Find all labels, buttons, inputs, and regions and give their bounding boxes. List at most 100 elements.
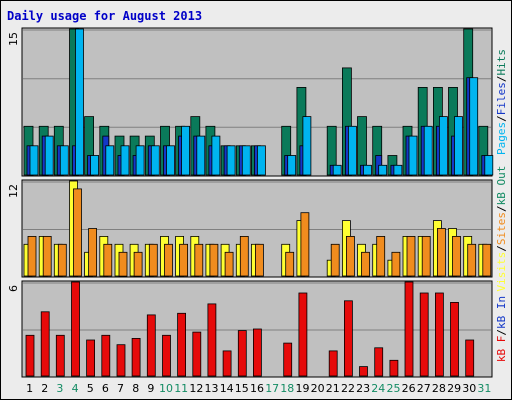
bar-sites-day-23 xyxy=(361,251,370,277)
x-tick-day-3: 3 xyxy=(56,382,63,395)
bar-sites-day-15 xyxy=(239,235,249,277)
bar-pages-day-7 xyxy=(120,145,130,176)
y-max-label: 6 xyxy=(7,285,20,292)
bar-pages-day-30 xyxy=(469,77,479,176)
bar-pages-day-14 xyxy=(226,145,236,176)
legend-entry: / xyxy=(495,329,508,336)
legend-entry: Sites xyxy=(495,212,508,245)
bar-pages-day-29 xyxy=(454,116,463,176)
x-tick-day-23: 23 xyxy=(356,382,370,395)
bar-pages-day-25 xyxy=(393,164,403,176)
x-tick-day-13: 13 xyxy=(205,382,219,395)
bar-pages-day-8 xyxy=(135,145,145,176)
bar-kb-day-5 xyxy=(86,339,95,377)
bar-pages-day-26 xyxy=(408,135,418,176)
bar-sites-day-14 xyxy=(224,251,234,277)
bar-sites-day-1 xyxy=(27,235,37,277)
bar-sites-day-31 xyxy=(482,243,492,277)
bar-kb-day-19 xyxy=(298,292,308,377)
bar-kb-day-29 xyxy=(450,301,459,377)
bar-pages-day-11 xyxy=(181,125,191,176)
legend-entry: Visits xyxy=(495,252,508,292)
x-tick-day-18: 18 xyxy=(280,382,294,395)
bar-kb-day-18 xyxy=(283,342,293,377)
legend-bottom: kB F/kB In xyxy=(495,296,508,362)
x-tick-day-29: 29 xyxy=(447,382,461,395)
bar-pages-day-27 xyxy=(423,125,433,176)
bar-kb-day-8 xyxy=(131,337,141,377)
x-tick-day-6: 6 xyxy=(102,382,109,395)
bar-kb-day-14 xyxy=(222,350,232,377)
legend-entry: Files xyxy=(495,82,508,115)
x-tick-day-20: 20 xyxy=(311,382,325,395)
bar-kb-day-13 xyxy=(207,303,217,377)
bar-sites-day-6 xyxy=(103,243,113,277)
x-tick-day-10: 10 xyxy=(159,382,173,395)
x-tick-day-28: 28 xyxy=(432,382,446,395)
bar-pages-day-16 xyxy=(256,145,266,176)
y-max-label: 12 xyxy=(7,184,20,198)
legend-entry: Hits xyxy=(495,49,508,76)
bar-pages-day-28 xyxy=(438,116,448,176)
bar-kb-day-22 xyxy=(343,300,353,377)
bar-pages-day-4 xyxy=(75,28,84,176)
bar-sites-day-4 xyxy=(73,188,82,277)
bar-sites-day-13 xyxy=(209,243,219,277)
bar-kb-day-15 xyxy=(237,330,247,377)
bar-kb-day-25 xyxy=(389,359,399,377)
bar-kb-day-23 xyxy=(359,366,368,377)
x-tick-day-19: 19 xyxy=(296,382,310,395)
bar-pages-day-31 xyxy=(484,155,494,176)
bar-pages-day-5 xyxy=(90,155,99,176)
bar-kb-day-6 xyxy=(101,334,111,377)
bar-kb-day-12 xyxy=(192,331,202,377)
x-tick-day-17: 17 xyxy=(265,382,279,395)
bar-pages-day-23 xyxy=(363,164,372,176)
bar-pages-day-10 xyxy=(166,145,175,176)
bar-sites-day-22 xyxy=(345,235,355,277)
x-tick-day-22: 22 xyxy=(341,382,355,395)
bar-sites-day-10 xyxy=(164,243,173,277)
bar-sites-day-3 xyxy=(57,243,67,277)
bar-pages-day-22 xyxy=(347,125,357,176)
bar-sites-day-9 xyxy=(148,243,158,277)
bar-pages-day-15 xyxy=(241,145,251,176)
legend-entry: / xyxy=(495,76,508,83)
bar-kb-day-21 xyxy=(328,350,338,377)
bar-kb-day-28 xyxy=(434,292,444,377)
bar-kb-day-27 xyxy=(419,292,429,377)
x-tick-day-12: 12 xyxy=(189,382,203,395)
bar-pages-day-1 xyxy=(29,145,39,176)
bar-pages-day-12 xyxy=(196,135,206,176)
x-tick-day-25: 25 xyxy=(387,382,401,395)
bar-pages-day-24 xyxy=(378,164,388,176)
bar-sites-day-27 xyxy=(421,235,431,277)
legend-entry: kB In xyxy=(495,296,508,329)
x-tick-day-7: 7 xyxy=(117,382,124,395)
bar-pages-day-19 xyxy=(302,116,312,176)
x-tick-day-26: 26 xyxy=(402,382,416,395)
bar-sites-day-7 xyxy=(118,251,128,277)
legend-middle: Visits/Sites/kB Out xyxy=(495,166,508,292)
bar-kb-day-4 xyxy=(71,281,80,377)
bar-kb-day-26 xyxy=(404,281,414,377)
bar-sites-day-2 xyxy=(42,235,52,277)
x-tick-day-30: 30 xyxy=(462,382,476,395)
legend-entry: kB Out xyxy=(495,166,508,206)
x-tick-day-1: 1 xyxy=(26,382,33,395)
bar-sites-day-16 xyxy=(254,243,264,277)
bar-kb-day-9 xyxy=(146,314,156,377)
bar-sites-day-5 xyxy=(88,228,97,277)
bar-kb-day-24 xyxy=(374,347,384,377)
legend-entry: / xyxy=(495,205,508,212)
bar-pages-day-21 xyxy=(332,164,342,176)
y-max-label: 15 xyxy=(7,32,20,46)
bar-kb-day-2 xyxy=(40,311,50,377)
bar-sites-day-28 xyxy=(436,228,446,277)
legend-entry: / xyxy=(495,245,508,252)
bar-sites-day-8 xyxy=(133,251,143,277)
x-tick-day-5: 5 xyxy=(87,382,94,395)
legend-entry: / xyxy=(495,115,508,122)
bar-sites-day-11 xyxy=(179,243,189,277)
